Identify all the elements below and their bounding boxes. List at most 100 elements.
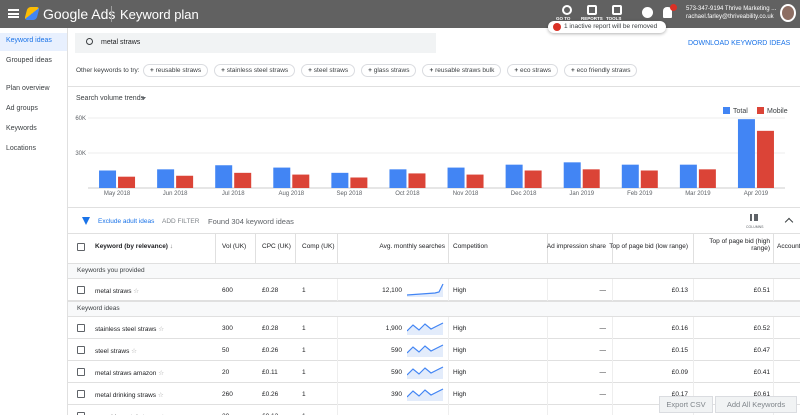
table-cell: £0.61 xyxy=(753,391,770,398)
x-tick-label: Feb 2019 xyxy=(627,191,653,197)
menu-icon-mid xyxy=(8,13,19,15)
nav-item[interactable]: Plan overview xyxy=(6,85,50,92)
cell-separator xyxy=(337,361,338,383)
suggestion-chip[interactable]: glass straws xyxy=(361,64,417,77)
table-cell: £0.41 xyxy=(753,369,770,376)
column-header[interactable]: CPC (UK) xyxy=(262,243,291,250)
bar xyxy=(292,174,310,188)
bar xyxy=(408,173,426,188)
download-link[interactable]: DOWNLOAD KEYWORD IDEAS xyxy=(688,40,791,47)
table-cell: 590 xyxy=(391,369,402,376)
collapse-caret[interactable] xyxy=(784,217,794,227)
checkbox[interactable] xyxy=(77,390,85,398)
cell-separator xyxy=(773,279,774,301)
table-cell: £0.51 xyxy=(753,287,770,294)
sparkline-area xyxy=(407,323,443,335)
table-cell: £0.13 xyxy=(671,287,688,294)
suggestion-chip[interactable]: reusable straws bulk xyxy=(422,64,502,77)
table-cell: 20 xyxy=(222,369,230,376)
checkbox[interactable] xyxy=(77,286,85,294)
suggestion-chip[interactable]: reusable straws xyxy=(143,64,209,77)
chart-title: Search volume trends xyxy=(76,95,145,102)
column-separator xyxy=(547,233,548,263)
column-header[interactable]: Avg. monthly searches xyxy=(379,243,445,250)
header-icon[interactable] xyxy=(612,5,622,15)
cell-separator xyxy=(337,405,338,415)
x-tick-label: May 2018 xyxy=(104,191,131,197)
help-icon[interactable] xyxy=(642,7,653,18)
cell-separator xyxy=(693,361,694,383)
export-button[interactable]: Export CSV xyxy=(659,396,713,413)
nav-item[interactable]: Keywords xyxy=(6,125,37,132)
cell-separator xyxy=(547,383,548,405)
column-header[interactable]: Comp (UK) xyxy=(302,243,335,250)
checkbox[interactable] xyxy=(77,412,85,415)
suggestion-chip[interactable]: eco straws xyxy=(507,64,559,77)
header-icon[interactable] xyxy=(587,5,597,15)
column-header[interactable]: Competition xyxy=(453,243,488,250)
table-cell: 260 xyxy=(222,391,233,398)
checkbox[interactable] xyxy=(77,368,85,376)
table-cell: £0.26 xyxy=(262,347,279,354)
table-cell: steel straws xyxy=(95,347,137,355)
notification[interactable]: 1 inactive report will be removed xyxy=(548,21,666,33)
search-box[interactable] xyxy=(75,33,436,53)
alert-dot xyxy=(553,23,561,31)
table-row xyxy=(68,339,800,361)
table-cell: £0.15 xyxy=(671,347,688,354)
bar xyxy=(157,169,175,188)
header-icon[interactable] xyxy=(562,5,572,15)
suggestion-chip[interactable]: stainless steel straws xyxy=(214,64,296,77)
x-tick-label: Jan 2019 xyxy=(569,191,594,197)
avatar[interactable] xyxy=(780,4,796,22)
cell-separator xyxy=(612,339,613,361)
add-filter[interactable]: ADD FILTER xyxy=(162,218,200,225)
checkbox[interactable] xyxy=(77,346,85,354)
cell-separator xyxy=(693,279,694,301)
sparkline-line xyxy=(407,366,444,376)
table-cell: 1 xyxy=(302,391,306,398)
column-header[interactable]: Top of page bid (low range) xyxy=(609,243,688,250)
column-separator xyxy=(773,233,774,263)
sparkline-area xyxy=(407,345,443,357)
column-header[interactable]: Vol (UK) xyxy=(222,243,247,250)
nav-item[interactable]: Keyword ideas xyxy=(6,37,52,44)
checkbox[interactable] xyxy=(77,324,85,332)
bar xyxy=(698,169,716,188)
table-cell: £0.11 xyxy=(262,369,278,376)
cell-separator xyxy=(773,361,774,383)
table-cell: metal straws xyxy=(95,287,139,295)
column-header[interactable]: Top of page bid (high range) xyxy=(709,238,770,252)
table-row xyxy=(68,383,800,405)
cell-separator xyxy=(693,383,694,405)
suggestion-chip[interactable]: steel straws xyxy=(301,64,356,77)
legend-swatch xyxy=(723,107,730,114)
column-separator xyxy=(612,233,613,263)
add-all-button[interactable]: Add All Keywords xyxy=(715,396,797,413)
search-query: metal straws xyxy=(101,39,141,46)
legend-swatch xyxy=(757,107,764,114)
cell-separator xyxy=(612,317,613,339)
table-cell: £0.13 xyxy=(262,413,278,415)
checkbox[interactable] xyxy=(77,243,85,251)
table-cell: £0.09 xyxy=(671,369,688,376)
nav-item[interactable]: Grouped ideas xyxy=(6,57,52,64)
table-row xyxy=(68,279,800,301)
bar xyxy=(118,176,136,188)
exclude-filter[interactable]: Exclude adult ideas xyxy=(98,218,155,225)
x-tick-label: Oct 2018 xyxy=(395,191,420,197)
table-line xyxy=(68,233,800,234)
nav-item[interactable]: Locations xyxy=(6,145,36,152)
column-header[interactable]: Keyword (by relevance) xyxy=(95,243,173,250)
y-tick-label: 30K xyxy=(75,151,86,157)
suggestion-chip[interactable]: eco friendly straws xyxy=(564,64,638,77)
table-cell: High xyxy=(453,325,467,332)
nav-item[interactable]: Ad groups xyxy=(6,105,38,112)
columns-icon[interactable] xyxy=(750,214,758,221)
column-header[interactable]: Account xyxy=(777,243,800,250)
column-header[interactable]: Ad impression share xyxy=(546,243,606,250)
bell-icon[interactable] xyxy=(663,7,672,18)
search-icon xyxy=(86,38,93,45)
sparkline-line xyxy=(407,283,444,296)
